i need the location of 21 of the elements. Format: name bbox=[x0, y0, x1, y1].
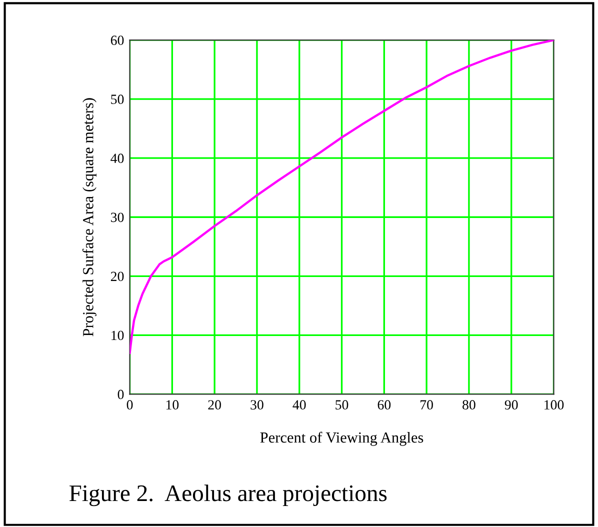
x-tick-label: 100 bbox=[544, 400, 564, 410]
caption: Figure 2. Aeolus area projections bbox=[69, 484, 387, 506]
y-tick-label: 10 bbox=[112, 330, 124, 340]
y-tick-label: 20 bbox=[110, 272, 124, 282]
x-tick-label: 50 bbox=[336, 400, 348, 410]
y-tick-label: 30 bbox=[110, 212, 124, 222]
y-tick-label: 40 bbox=[110, 154, 124, 164]
x-tick-label: 40 bbox=[292, 400, 306, 410]
x-tick-label: 10 bbox=[166, 400, 179, 410]
x-axis-title: Percent of Viewing Angles bbox=[260, 432, 424, 446]
x-tick-label: 60 bbox=[378, 400, 391, 410]
y-tick-label: 60 bbox=[110, 36, 124, 46]
x-tick-label: 20 bbox=[208, 400, 221, 410]
y-axis-title: Projected Surface Area (square meters) bbox=[82, 98, 96, 336]
x-tick-label: 30 bbox=[250, 400, 264, 410]
y-tick-label: 0 bbox=[118, 390, 124, 400]
x-tick-label: 80 bbox=[462, 400, 476, 410]
x-tick-label: 70 bbox=[420, 400, 433, 410]
x-tick-label: 90 bbox=[504, 400, 518, 410]
y-tick-label: 50 bbox=[111, 94, 124, 104]
x-tick-label: 0 bbox=[126, 400, 133, 410]
